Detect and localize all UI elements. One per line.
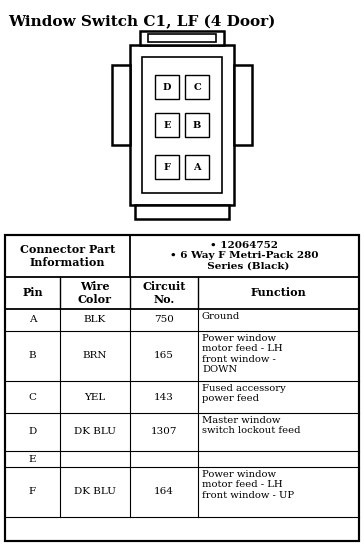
Text: Wire
Color: Wire Color bbox=[78, 281, 112, 305]
Text: 164: 164 bbox=[154, 487, 174, 496]
Bar bbox=[130, 45, 234, 205]
Bar bbox=[148, 34, 216, 42]
Text: Fused accessory
power feed: Fused accessory power feed bbox=[202, 384, 286, 403]
Text: DK BLU: DK BLU bbox=[74, 487, 116, 496]
Bar bbox=[142, 57, 222, 193]
Text: B: B bbox=[193, 120, 201, 130]
Bar bbox=[185, 155, 209, 179]
Text: 1307: 1307 bbox=[151, 427, 177, 437]
Text: A: A bbox=[29, 316, 36, 324]
Text: B: B bbox=[29, 352, 36, 360]
Text: • 12064752
• 6 Way F Metri-Pack 280
  Series (Black): • 12064752 • 6 Way F Metri-Pack 280 Seri… bbox=[170, 241, 319, 271]
Bar bbox=[185, 113, 209, 137]
Text: BRN: BRN bbox=[83, 352, 107, 360]
Text: D: D bbox=[163, 82, 171, 92]
Text: Window Switch C1, LF (4 Door): Window Switch C1, LF (4 Door) bbox=[8, 15, 276, 29]
Bar bbox=[155, 75, 179, 99]
Bar bbox=[140, 31, 224, 45]
Text: Connector Part
Information: Connector Part Information bbox=[20, 244, 115, 268]
Bar bbox=[185, 75, 209, 99]
Text: Pin: Pin bbox=[22, 288, 43, 299]
Text: 750: 750 bbox=[154, 316, 174, 324]
Text: Power window
motor feed - LH
front window -
DOWN: Power window motor feed - LH front windo… bbox=[202, 334, 282, 374]
Text: D: D bbox=[28, 427, 37, 437]
Bar bbox=[112, 65, 130, 145]
Text: C: C bbox=[28, 392, 36, 402]
Text: E: E bbox=[163, 120, 171, 130]
Text: BLK: BLK bbox=[84, 316, 106, 324]
Bar bbox=[234, 65, 252, 145]
Text: E: E bbox=[29, 455, 36, 463]
Text: Ground: Ground bbox=[202, 312, 240, 321]
Text: Power window
motor feed - LH
front window - UP: Power window motor feed - LH front windo… bbox=[202, 470, 294, 500]
Text: Master window
switch lockout feed: Master window switch lockout feed bbox=[202, 416, 301, 435]
Text: YEL: YEL bbox=[84, 392, 106, 402]
Bar bbox=[5, 235, 359, 541]
Text: 143: 143 bbox=[154, 392, 174, 402]
Text: Circuit
No.: Circuit No. bbox=[142, 281, 186, 305]
Text: C: C bbox=[193, 82, 201, 92]
Bar bbox=[135, 205, 229, 219]
Text: Function: Function bbox=[251, 288, 306, 299]
Bar bbox=[155, 155, 179, 179]
Text: F: F bbox=[29, 487, 36, 496]
Text: 165: 165 bbox=[154, 352, 174, 360]
Text: DK BLU: DK BLU bbox=[74, 427, 116, 437]
Bar bbox=[155, 113, 179, 137]
Text: F: F bbox=[163, 162, 170, 172]
Text: A: A bbox=[193, 162, 201, 172]
Bar bbox=[5, 235, 359, 541]
